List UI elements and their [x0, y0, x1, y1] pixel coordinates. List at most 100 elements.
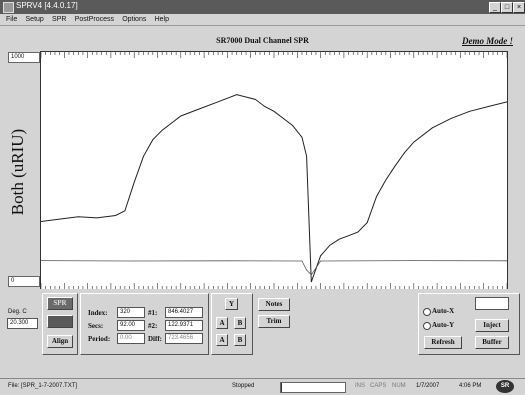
secs-field[interactable]: 92.00 — [117, 320, 145, 331]
n2-field[interactable]: 122.9371 — [165, 320, 203, 331]
series-1-point — [292, 125, 293, 126]
series-1-point — [134, 182, 135, 183]
series-1-point — [78, 216, 79, 217]
inject-button[interactable]: Inject — [475, 319, 509, 332]
series-1-point — [451, 118, 452, 119]
status-time: 4:06 PM — [459, 383, 481, 389]
progress-bar — [280, 382, 346, 393]
deg-c-label: Deg. C — [8, 309, 27, 315]
channel-indicator — [47, 315, 73, 328]
y-axis-label: Both (uRIU) — [8, 112, 28, 232]
series-1-point — [180, 116, 181, 117]
series-1-point — [358, 232, 359, 233]
series-1-point — [367, 222, 368, 223]
b-button-1[interactable]: B — [234, 317, 246, 329]
status-num: NUM — [392, 383, 406, 389]
y-min-field[interactable]: 0 — [8, 276, 40, 287]
series-1-point — [302, 137, 303, 138]
window-title: SPRV4 [4.4.0.17] — [16, 1, 78, 10]
series-2-point — [302, 261, 303, 262]
series-1-point — [395, 165, 396, 166]
menu-setup[interactable]: Setup — [26, 14, 44, 25]
menu-help[interactable]: Help — [155, 14, 169, 25]
series-1-point — [413, 142, 414, 143]
status-bar: File: [SPR_1-7-2007.TXT] Stopped INS CAP… — [0, 378, 525, 395]
notes-button[interactable]: Notes — [258, 298, 290, 311]
a-button-1[interactable]: A — [216, 317, 228, 329]
series-1-point — [283, 118, 284, 119]
series-1-point — [199, 109, 200, 110]
index-field[interactable]: 320 — [117, 307, 145, 318]
diff-label: Diff: — [148, 335, 162, 343]
series-1-point — [59, 219, 60, 220]
y-max-field[interactable]: 1000 — [8, 52, 40, 63]
deg-c-field[interactable]: 20.300 — [7, 318, 38, 329]
series-line-2 — [41, 261, 507, 275]
n1-label: #1: — [148, 309, 157, 317]
inject-volume-field[interactable] — [475, 297, 509, 310]
n2-label: #2: — [148, 322, 157, 330]
series-1-point — [171, 123, 172, 124]
buffer-button[interactable]: Buffer — [475, 336, 509, 349]
trim-button[interactable]: Trim — [258, 315, 290, 328]
series-1-point — [218, 101, 219, 102]
b-button-2[interactable]: B — [234, 334, 246, 346]
menu-file[interactable]: File — [6, 14, 17, 25]
series-1-point — [404, 152, 405, 153]
status-state: Stopped — [232, 383, 254, 389]
minimize-button[interactable]: _ — [489, 2, 501, 13]
menu-options[interactable]: Options — [122, 14, 146, 25]
series-1-point — [143, 156, 144, 157]
status-logo: SR — [496, 380, 514, 393]
series-1-point — [255, 99, 256, 100]
auto-x-radio[interactable] — [423, 308, 431, 316]
series-2-point — [134, 261, 135, 262]
align-button[interactable]: Align — [47, 335, 73, 348]
series-1-point — [115, 215, 116, 216]
auto-y-label: Auto-Y — [432, 321, 454, 329]
series-1-point — [97, 218, 98, 219]
series-2-point — [306, 270, 307, 271]
auto-y-radio[interactable] — [423, 322, 431, 330]
app-icon — [3, 2, 14, 13]
menu-spr[interactable]: SPR — [52, 14, 66, 25]
y-button[interactable]: Y — [225, 298, 238, 310]
status-file: File: [SPR_1-7-2007.TXT] — [8, 383, 77, 389]
spr-button[interactable]: SPR — [47, 297, 73, 310]
n1-field[interactable]: 846.4027 — [165, 307, 203, 318]
title-bar: SPRV4 [4.4.0.17] _ □ × — [0, 0, 525, 14]
series-2-point — [227, 260, 228, 261]
sensorgram-chart — [41, 52, 507, 289]
series-1-point — [125, 210, 126, 211]
series-1-point — [348, 235, 349, 236]
a-button-2[interactable]: A — [216, 334, 228, 346]
series-1-point — [488, 106, 489, 107]
series-1-point — [376, 196, 377, 197]
chart-title: SR7000 Dual Channel SPR — [0, 36, 525, 45]
sensorgram-plot[interactable] — [40, 51, 508, 290]
period-label: Period: — [88, 335, 110, 343]
menu-bar: File Setup SPR PostProcess Options Help — [0, 14, 525, 26]
series-1-point — [432, 127, 433, 128]
series-2-point — [413, 260, 414, 261]
maximize-button[interactable]: □ — [501, 2, 513, 13]
series-line-1 — [41, 95, 507, 282]
series-1-point — [264, 106, 265, 107]
refresh-button[interactable]: Refresh — [424, 336, 462, 349]
progress-fill — [281, 383, 282, 392]
series-1-point — [330, 245, 331, 246]
series-1-point — [162, 130, 163, 131]
menu-postprocess[interactable]: PostProcess — [75, 14, 114, 25]
demo-mode-link[interactable]: Demo Mode ! — [462, 36, 513, 46]
secs-label: Secs: — [88, 322, 103, 330]
auto-x-label: Auto-X — [432, 307, 454, 315]
series-1-point — [339, 239, 340, 240]
series-1-point — [306, 156, 307, 157]
close-button[interactable]: × — [513, 2, 525, 13]
series-1-point — [236, 94, 237, 95]
control-panel: Deg. C 20.300 SPR Align Index: 320 Secs:… — [0, 289, 525, 369]
diff-field[interactable]: 723.4656 — [165, 333, 203, 344]
period-field[interactable]: 0.00 — [117, 333, 145, 344]
series-1-point — [311, 282, 312, 283]
